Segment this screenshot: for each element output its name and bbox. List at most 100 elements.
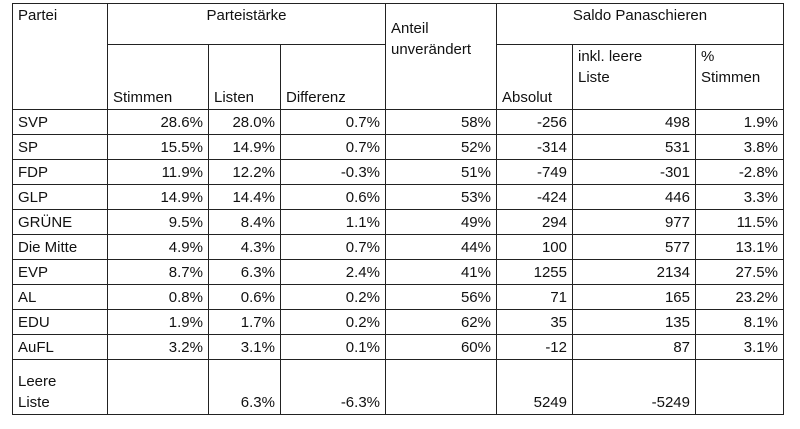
value-cell: 294 [496, 209, 573, 235]
party-cell: EVP [12, 259, 108, 285]
value-cell: 87 [572, 334, 696, 360]
value-cell: 4.3% [208, 234, 281, 260]
value-cell: 0.1% [280, 334, 386, 360]
value-cell: 28.0% [208, 109, 281, 135]
value-cell: 14.9% [107, 184, 209, 210]
value-cell: 0.2% [280, 309, 386, 335]
value-cell [107, 359, 209, 415]
header-cell: inkl. leere Liste [572, 44, 696, 110]
value-cell: 100 [496, 234, 573, 260]
table-row: EVP 8.7% 6.3% 2.4% 41% 1255 2134 27.5% [12, 259, 784, 285]
party-cell: SVP [12, 109, 108, 135]
value-cell: -314 [496, 134, 573, 160]
value-cell: -424 [496, 184, 573, 210]
value-cell: 1.9% [107, 309, 209, 335]
value-cell: -301 [572, 159, 696, 185]
value-cell: 51% [385, 159, 497, 185]
value-cell: 0.7% [280, 234, 386, 260]
value-cell: 6.3% [208, 359, 281, 415]
value-cell: 11.9% [107, 159, 209, 185]
value-cell: 446 [572, 184, 696, 210]
value-cell: 977 [572, 209, 696, 235]
value-cell: -0.3% [280, 159, 386, 185]
party-cell: EDU [12, 309, 108, 335]
party-cell: AL [12, 284, 108, 310]
value-cell: 58% [385, 109, 497, 135]
value-cell: 2134 [572, 259, 696, 285]
table-row: EDU 1.9% 1.7% 0.2% 62% 35 135 8.1% [12, 309, 784, 335]
value-cell: 165 [572, 284, 696, 310]
value-cell: 52% [385, 134, 497, 160]
value-cell: 44% [385, 234, 497, 260]
header-cell: Partei [12, 3, 108, 110]
value-cell: 62% [385, 309, 497, 335]
value-cell [385, 359, 497, 415]
header-cell: Stimmen [107, 44, 209, 110]
header-cell: Parteistärke [107, 3, 386, 45]
value-cell: 0.7% [280, 134, 386, 160]
value-cell: 8.1% [695, 309, 784, 335]
header-cell: % Stimmen [695, 44, 784, 110]
header-cell: Listen [208, 44, 281, 110]
value-cell: 531 [572, 134, 696, 160]
table-row: GRÜNE 9.5% 8.4% 1.1% 49% 294 977 11.5% [12, 209, 784, 235]
value-cell: 14.9% [208, 134, 281, 160]
party-cell: GLP [12, 184, 108, 210]
party-cell: Leere Liste [12, 359, 108, 415]
value-cell: 0.2% [280, 284, 386, 310]
table-row: SP 15.5% 14.9% 0.7% 52% -314 531 3.8% [12, 134, 784, 160]
party-cell: AuFL [12, 334, 108, 360]
table-row: GLP 14.9% 14.4% 0.6% 53% -424 446 3.3% [12, 184, 784, 210]
value-cell: -2.8% [695, 159, 784, 185]
table-row: FDP 11.9% 12.2% -0.3% 51% -749 -301 -2.8% [12, 159, 784, 185]
value-cell: 1.1% [280, 209, 386, 235]
value-cell: 14.4% [208, 184, 281, 210]
party-cell: FDP [12, 159, 108, 185]
value-cell: 0.8% [107, 284, 209, 310]
party-cell: GRÜNE [12, 209, 108, 235]
party-cell: Die Mitte [12, 234, 108, 260]
value-cell: 6.3% [208, 259, 281, 285]
value-cell: 0.6% [208, 284, 281, 310]
value-cell: 2.4% [280, 259, 386, 285]
value-cell: 28.6% [107, 109, 209, 135]
value-cell: 12.2% [208, 159, 281, 185]
value-cell: -749 [496, 159, 573, 185]
value-cell: 13.1% [695, 234, 784, 260]
value-cell: -12 [496, 334, 573, 360]
value-cell: 135 [572, 309, 696, 335]
value-cell: 0.6% [280, 184, 386, 210]
value-cell: 1.9% [695, 109, 784, 135]
value-cell: 3.2% [107, 334, 209, 360]
results-table: Partei Parteistärke Anteil unverändert S… [12, 3, 784, 415]
value-cell: 53% [385, 184, 497, 210]
header-cell: Differenz [280, 44, 386, 110]
header-cell: Anteil unverändert [385, 3, 497, 110]
value-cell: 4.9% [107, 234, 209, 260]
table-row: SVP 28.6% 28.0% 0.7% 58% -256 498 1.9% [12, 109, 784, 135]
party-cell: SP [12, 134, 108, 160]
value-cell: 71 [496, 284, 573, 310]
value-cell: 35 [496, 309, 573, 335]
value-cell: -5249 [572, 359, 696, 415]
value-cell: 3.1% [208, 334, 281, 360]
value-cell: 1255 [496, 259, 573, 285]
value-cell: 5249 [496, 359, 573, 415]
value-cell: 3.1% [695, 334, 784, 360]
value-cell: 1.7% [208, 309, 281, 335]
value-cell: 8.4% [208, 209, 281, 235]
header-cell: Saldo Panaschieren [496, 3, 784, 45]
value-cell: -6.3% [280, 359, 386, 415]
table-row: AL 0.8% 0.6% 0.2% 56% 71 165 23.2% [12, 284, 784, 310]
value-cell: 11.5% [695, 209, 784, 235]
value-cell: 498 [572, 109, 696, 135]
value-cell: 15.5% [107, 134, 209, 160]
value-cell: 41% [385, 259, 497, 285]
value-cell: 27.5% [695, 259, 784, 285]
value-cell [695, 359, 784, 415]
value-cell: -256 [496, 109, 573, 135]
table-row: Leere Liste 6.3% -6.3% 5249 -5249 [12, 359, 784, 415]
value-cell: 577 [572, 234, 696, 260]
table-row: AuFL 3.2% 3.1% 0.1% 60% -12 87 3.1% [12, 334, 784, 360]
